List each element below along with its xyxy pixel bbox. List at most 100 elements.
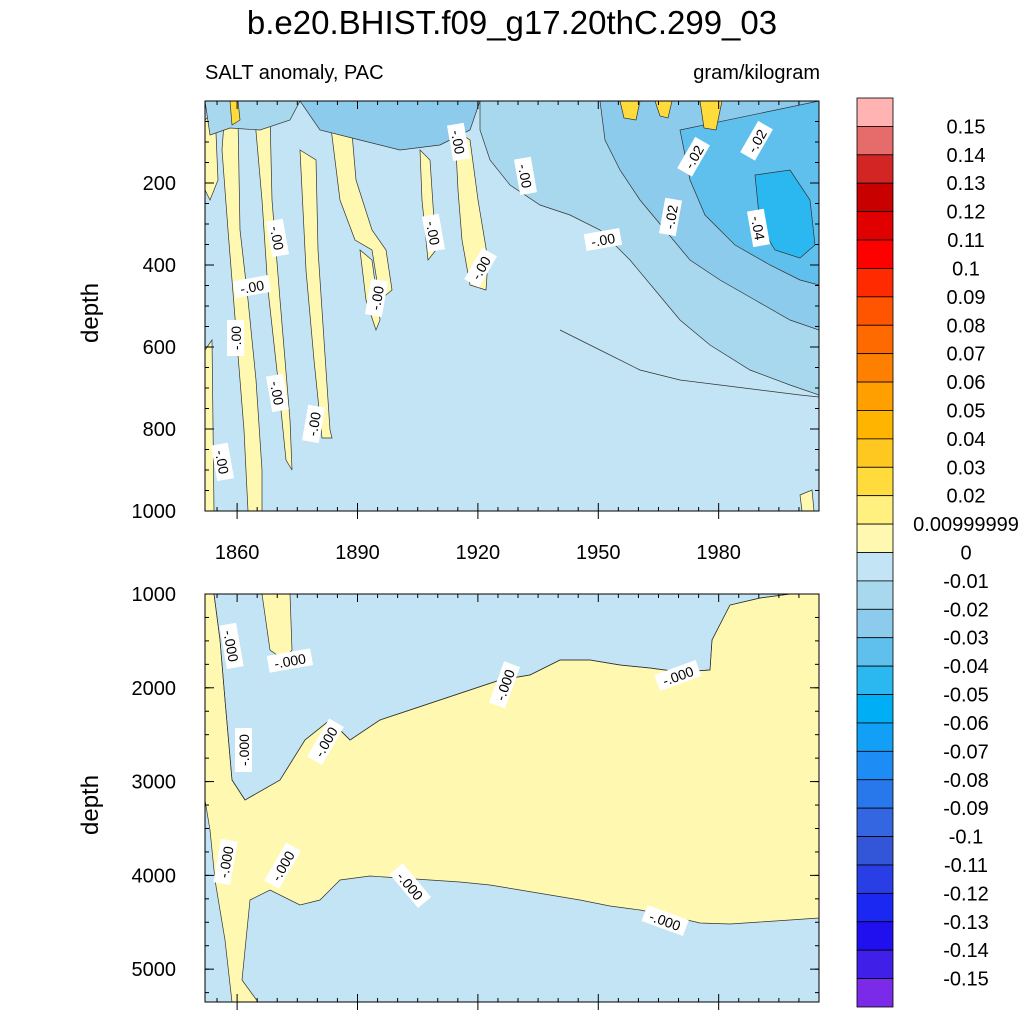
colorbar-label: 0.03 (947, 457, 986, 479)
contour-label: -.00 (421, 213, 445, 253)
contour-label: -.00 (302, 404, 326, 444)
contour-label-text: -.000 (220, 629, 241, 663)
contour-label-box (583, 228, 623, 252)
contour-label-text: -.000 (215, 845, 236, 879)
contour-label-text: -.00 (212, 449, 232, 476)
contour-label-text: -.000 (236, 734, 252, 766)
upper-positive-region (205, 338, 215, 511)
colorbar-swatch (856, 410, 894, 440)
colorbar-label: 0.02 (947, 486, 986, 508)
y-tick-label: 3000 (132, 772, 177, 794)
contour-label: -.00 (365, 278, 389, 318)
y-tick-label: 4000 (132, 865, 177, 887)
colorbar-swatch (856, 353, 894, 383)
colorbar-swatch (856, 722, 894, 752)
contour-label-text: -.00 (423, 220, 443, 247)
colorbar-swatch (856, 864, 894, 894)
upper-positive-region (654, 101, 673, 119)
colorbar-label: 0.15 (947, 116, 986, 138)
contour-label-box (641, 905, 689, 937)
contour-label: -.00 (513, 156, 537, 196)
x-tick-label: 1890 (335, 542, 380, 564)
contour-label: -.00 (210, 442, 234, 482)
colorbar-swatch (856, 268, 894, 298)
contour-label: -.00 (583, 228, 623, 252)
contour-label-box (489, 661, 521, 709)
contour-label-box (302, 404, 326, 444)
contour-label-text: -.04 (748, 215, 768, 242)
y-tick-label: 2000 (132, 678, 177, 700)
colorbar-swatch (856, 978, 894, 1008)
colorbar-label: 0.12 (947, 202, 986, 224)
contour-label-box (740, 120, 773, 161)
colorbar: 0.15 0.14 0.13 0.12 0.11 0.1 0.09 0.08 0.07 0.06 0… (856, 97, 1019, 1008)
colorbar-label: -0.07 (943, 741, 989, 763)
contour-label-box (235, 728, 252, 772)
colorbar-swatch (856, 381, 894, 411)
x-tick-label: 1860 (215, 542, 260, 564)
x-tick-label: 1950 (576, 542, 621, 564)
upper-negative-region (205, 101, 301, 136)
x-tick-label: 1920 (456, 542, 501, 564)
colorbar-label: -0.15 (943, 969, 989, 991)
colorbar-label: 0.11 (947, 230, 984, 252)
contour-label: -.000 (266, 648, 314, 673)
contour-label-box (365, 278, 389, 318)
colorbar-swatch (856, 154, 894, 184)
colorbar-label: 0.06 (947, 372, 986, 394)
contour-label-box (232, 275, 272, 299)
colorbar-swatch (856, 495, 894, 525)
contour-label-box (746, 208, 770, 248)
y-tick-label: 1000 (132, 501, 177, 523)
contour-label-text: -.00 (228, 326, 244, 350)
colorbar-swatch (856, 239, 894, 269)
colorbar-label: -0.06 (943, 713, 989, 735)
contour-label: -.00 (265, 373, 289, 413)
contour-label-text: -.00 (367, 285, 387, 312)
colorbar-label: -0.03 (943, 628, 989, 650)
colorbar-swatch (856, 182, 894, 213)
colorbar-swatch (856, 608, 894, 639)
colorbar-label: -0.05 (943, 685, 989, 707)
colorbar-swatch (856, 438, 894, 468)
colorbar-label: 0.09 (947, 287, 986, 309)
colorbar-swatch (856, 552, 894, 582)
contour-label-box (464, 247, 497, 288)
upper-positive-region (454, 129, 489, 291)
colorbar-swatch (856, 949, 894, 979)
colorbar-label: 0.14 (947, 145, 986, 167)
colorbar-swatch (856, 324, 894, 355)
colorbar-swatch (856, 694, 894, 724)
y-tick-label: 200 (143, 173, 176, 195)
upper-y-axis: 200 400 600 800 1000 (132, 100, 819, 523)
contour-label-text: -.00 (590, 230, 617, 250)
lower-y-axis: 1000 2000 3000 4000 5000 (132, 584, 819, 994)
colorbar-swatch (856, 97, 894, 127)
colorbar-swatch (856, 637, 894, 667)
colorbar-swatch (856, 750, 894, 781)
lower-contour-line (205, 594, 791, 801)
contour-label-text: -.00 (267, 380, 287, 407)
colorbar-swatch (856, 466, 894, 497)
upper-positive-region (619, 101, 641, 121)
contour-label: -.000 (219, 622, 244, 670)
lower-panel-frame (204, 593, 820, 1003)
upper-positive-region (799, 489, 815, 511)
upper-panel: 200 400 600 800 1000 1860 1890 1920 1950 1980 -.… (132, 100, 820, 564)
contour-label-box (654, 660, 702, 692)
contour-label: -.00 (227, 320, 244, 356)
y-tick-label: 1000 (132, 584, 177, 606)
colorbar-swatch (856, 836, 894, 866)
colorbar-label: -0.1 (949, 827, 983, 849)
contour-label-text: -.00 (515, 163, 535, 190)
variable-subtitle: SALT anomaly, PAC (205, 62, 384, 84)
colorbar-label: -0.09 (943, 798, 989, 820)
contour-label: -.000 (235, 728, 252, 772)
contour-label: -.04 (746, 208, 770, 248)
contour-label-box (213, 838, 238, 886)
contour-label-text: -.00 (448, 129, 468, 156)
contour-label-box (421, 213, 445, 253)
contour-label: -.000 (213, 838, 238, 886)
contour-label-box (210, 442, 234, 482)
contour-label-text: -.02 (661, 204, 681, 231)
